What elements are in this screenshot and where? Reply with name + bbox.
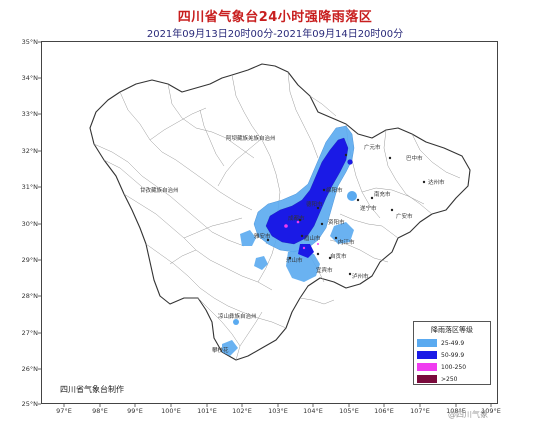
place-label-bazhong: 巴中市 (406, 156, 423, 162)
lon-label: 108°E (446, 407, 466, 415)
legend-label: 25-49.9 (441, 339, 465, 347)
lat-label: 26°N (21, 365, 38, 373)
legend-swatch (417, 339, 437, 347)
legend-row: >250 (414, 373, 490, 385)
place-label-guangyuan: 广元市 (364, 145, 381, 151)
map-subtitle: 2021年09月13日20时00分-2021年09月14日20时00分 (146, 29, 404, 40)
place-label-ganzi: 甘孜藏族自治州 (140, 188, 179, 194)
rain-area-25-49-patch-g (233, 319, 239, 325)
lat-label: 35°N (21, 38, 38, 46)
place-label-yibin: 宜宾市 (316, 268, 333, 274)
legend-title: 降雨落区等级 (431, 326, 473, 334)
lon-label: 101°E (197, 407, 217, 415)
lon-label: 97°E (56, 407, 72, 415)
lon-label: 98°E (92, 407, 108, 415)
place-label-chengdu: 成都市 (288, 216, 305, 222)
place-label-mianyang: 绵阳市 (326, 188, 343, 194)
place-label-guangan: 广安市 (396, 214, 413, 220)
place-label-ziyang: 资阳市 (328, 220, 345, 226)
lon-label: 109°E (481, 407, 501, 415)
legend-row: 50-99.9 (414, 349, 490, 361)
lat-label: 25°N (21, 400, 38, 408)
rain-area-25-49-patch-a (286, 250, 320, 282)
place-label-panzhihua: 攀枝花 (212, 348, 229, 354)
rain-area-100-250 (284, 220, 319, 250)
rain-area-50-99-patch-a (298, 244, 314, 258)
place-label-meishan: 眉山市 (304, 236, 321, 242)
lat-label: 27°N (21, 329, 38, 337)
legend-label: 100-250 (441, 363, 467, 371)
lon-label: 102°E (232, 407, 252, 415)
watermark-text: @四川气象 (448, 410, 488, 419)
lat-label: 28°N (21, 292, 38, 300)
place-label-neijiang: 内江市 (338, 240, 355, 246)
place-label-liangshan: 凉山彝族自治州 (218, 314, 257, 320)
legend-row: 100-250 (414, 361, 490, 373)
legend-swatch (417, 351, 437, 359)
place-label-dazhou: 达州市 (428, 180, 445, 186)
rain-area-25-49-patch-f (347, 191, 357, 201)
credit-text: 四川省气象台制作 (60, 385, 124, 394)
map-title: 四川省气象台24小时强降雨落区 (177, 10, 373, 25)
lat-label: 30°N (21, 220, 38, 228)
rain-area-50-99 (265, 137, 349, 245)
place-label-suining: 遂宁市 (360, 206, 377, 212)
lon-label: 104°E (303, 407, 323, 415)
legend-label: >250 (441, 375, 458, 383)
place-label-leshan: 乐山市 (286, 258, 303, 264)
place-label-aba: 阿坝藏族羌族自治州 (226, 136, 276, 142)
lat-label: 32°N (21, 147, 38, 155)
lon-label: 103°E (268, 407, 288, 415)
rain-area-50-99-patch-b (347, 159, 353, 165)
legend-row: 25-49.9 (414, 337, 490, 349)
place-label-yaan: 雅安市 (254, 234, 271, 240)
lon-label: 106°E (374, 407, 394, 415)
rain-area-25-49-patch-c (254, 256, 268, 270)
rain-area-25-49-patch-e (222, 340, 238, 356)
city-markers (266, 153, 426, 276)
lon-label: 100°E (161, 407, 181, 415)
legend-label: 50-99.9 (441, 351, 465, 359)
legend-swatch (417, 375, 437, 383)
place-label-nanchong: 南充市 (374, 192, 391, 198)
lon-label: 105°E (339, 407, 359, 415)
place-label-deyang: 德阳市 (306, 202, 323, 208)
legend: 降雨落区等级 25-49.9 50-99.9 100-250 >250 (413, 321, 491, 385)
legend-swatch (417, 363, 437, 371)
lat-label: 31°N (21, 183, 38, 191)
place-label-zigong: 自贡市 (330, 254, 347, 260)
lat-label: 34°N (21, 74, 38, 82)
lat-label: 29°N (21, 256, 38, 264)
lon-label: 107°E (410, 407, 430, 415)
lon-label: 99°E (127, 407, 143, 415)
lat-label: 33°N (21, 110, 38, 118)
rain-area-25-49-patch-b (240, 230, 256, 246)
place-label-luzhou: 泸州市 (352, 274, 369, 280)
